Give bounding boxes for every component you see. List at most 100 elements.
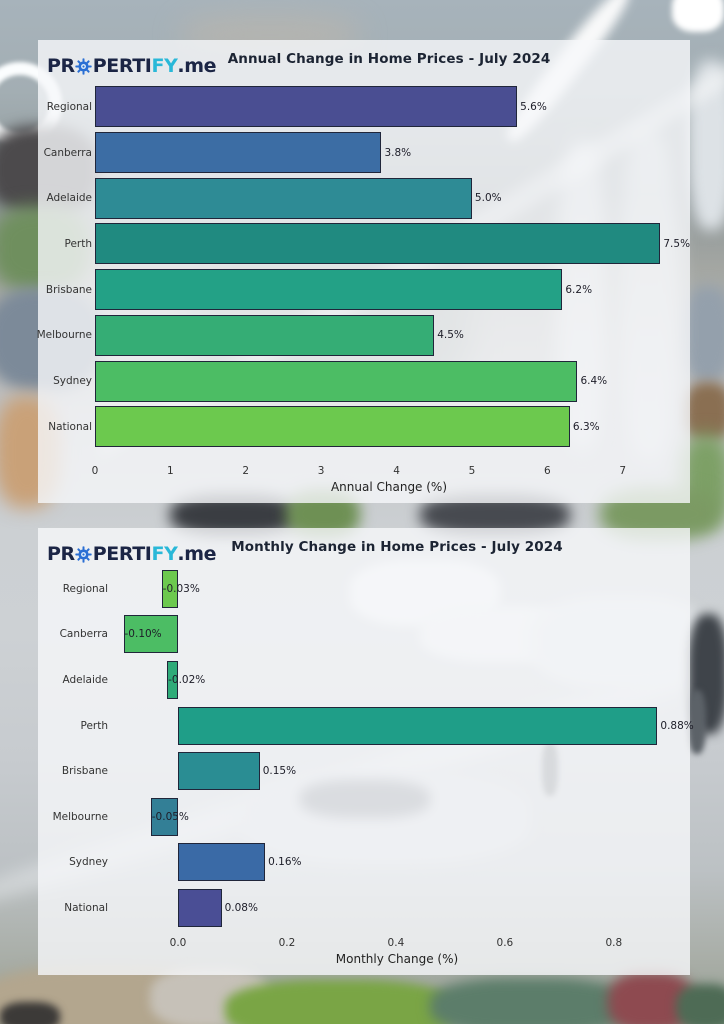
x-axis-label: Monthly Change (%) [335,952,459,966]
value-label: -0.10% [124,628,162,641]
light-dot [672,0,724,32]
value-label: 6.3% [572,420,600,433]
spiky-plants [430,978,630,1024]
category-label: Perth [80,719,108,732]
value-label: 5.6% [520,100,547,113]
category-label: Melbourne [52,810,108,823]
category-label: Regional [46,100,92,113]
bar-row: Adelaide -0.02% [38,657,690,703]
monthly-chart-card: PR PERTI FY .me Monthly Change in Home Pric… [38,528,694,975]
logo-text-accent: FY [151,55,178,77]
bar [95,132,382,174]
bar-row: Perth 0.88% [38,703,694,749]
value-label: 0.15% [262,765,297,778]
annual-chart-card: PR PERTI FY .me Annual Change in Home Price… [36,40,690,503]
value-label: 6.4% [580,375,608,388]
value-label: -0.05% [151,810,189,823]
bar [95,177,472,219]
logo-text-pre: PR [47,55,75,77]
logo-text-pre: PR [47,543,75,565]
gear-icon [75,57,92,75]
bar-row: Canberra 3.8% [38,130,690,176]
value-label: 5.0% [474,192,502,205]
bar-row: Canberra -0.10% [38,612,690,658]
x-axis-tick: 1 [167,465,174,477]
bar [178,888,222,927]
x-axis-tick: 7 [619,465,627,477]
category-label: Sydney [69,856,108,869]
logo-text-mid: PERTI [92,543,152,565]
x-axis-tick: 5 [468,465,476,477]
x-axis-tick: 0.2 [278,937,296,949]
plants-right [676,984,724,1024]
x-axis-tick: 6 [543,465,551,477]
value-label: 0.88% [660,719,694,732]
bar [178,752,260,791]
value-label: -0.03% [162,582,200,595]
bar [95,223,661,265]
x-axis-tick: 2 [242,465,250,477]
balcony-right [684,382,724,442]
value-label: 6.2% [565,283,593,296]
category-label: Melbourne [36,329,92,342]
x-axis-tick: 0 [91,465,99,477]
bar [167,660,178,699]
logo-text-suffix: .me [177,543,217,565]
bar-row: Regional -0.03% [38,566,690,612]
bar-row: Melbourne -0.05% [38,794,690,840]
logo-text-mid: PERTI [92,55,152,77]
value-label: 0.08% [224,901,258,914]
bar [161,569,178,608]
category-label: Canberra [59,628,108,641]
bar-row: Regional 5.6% [38,84,690,130]
bar-row: Brisbane 6.2% [38,267,690,313]
logo-text-accent: FY [151,543,178,565]
bar [95,406,570,448]
bar [95,314,435,356]
wall-right [688,60,724,230]
propertify-logo: PR PERTI FY .me [47,541,217,567]
lawn [225,980,455,1024]
value-label: 3.8% [384,146,412,159]
category-label: Adelaide [62,673,108,686]
value-label: 7.5% [663,237,691,250]
x-axis-tick: 0.0 [169,937,187,949]
category-label: Canberra [43,146,92,159]
bar [178,843,266,882]
bar [178,706,658,745]
value-label: 4.5% [437,329,464,342]
x-axis-tick: 4 [393,465,400,477]
category-label: National [48,420,92,433]
category-label: National [64,901,108,914]
bar [123,615,178,654]
bar-row: Sydney 0.16% [38,840,690,886]
category-label: Adelaide [46,192,92,205]
chart-title: Annual Change in Home Prices - July 2024 [227,51,551,67]
bar-row: Melbourne 4.5% [36,313,690,359]
bar [95,269,563,311]
x-axis-tick: 0.6 [496,937,514,949]
x-axis-tick: 0.4 [387,937,405,949]
car-wheel [0,1002,60,1024]
bar-row: Sydney 6.4% [38,358,690,404]
gear-icon [75,545,92,563]
bar-row: Brisbane 0.15% [38,748,690,794]
bar-row: Perth 7.5% [38,221,690,267]
category-label: Brisbane [61,765,108,778]
logo-text-suffix: .me [177,55,217,77]
x-axis-tick: 0.8 [605,937,623,949]
category-label: Regional [62,582,108,595]
x-axis-tick: 3 [317,465,325,477]
category-label: Brisbane [45,283,92,296]
bar [95,86,518,128]
category-label: Sydney [53,375,92,388]
value-label: -0.02% [168,673,206,686]
bar-row: National 6.3% [38,404,690,450]
bar [95,360,578,402]
chart-title: Monthly Change in Home Prices - July 202… [231,539,563,555]
bar-row: Adelaide 5.0% [38,175,690,221]
propertify-logo: PR PERTI FY .me [47,53,217,79]
bar [150,797,178,836]
person-1 [688,690,706,754]
